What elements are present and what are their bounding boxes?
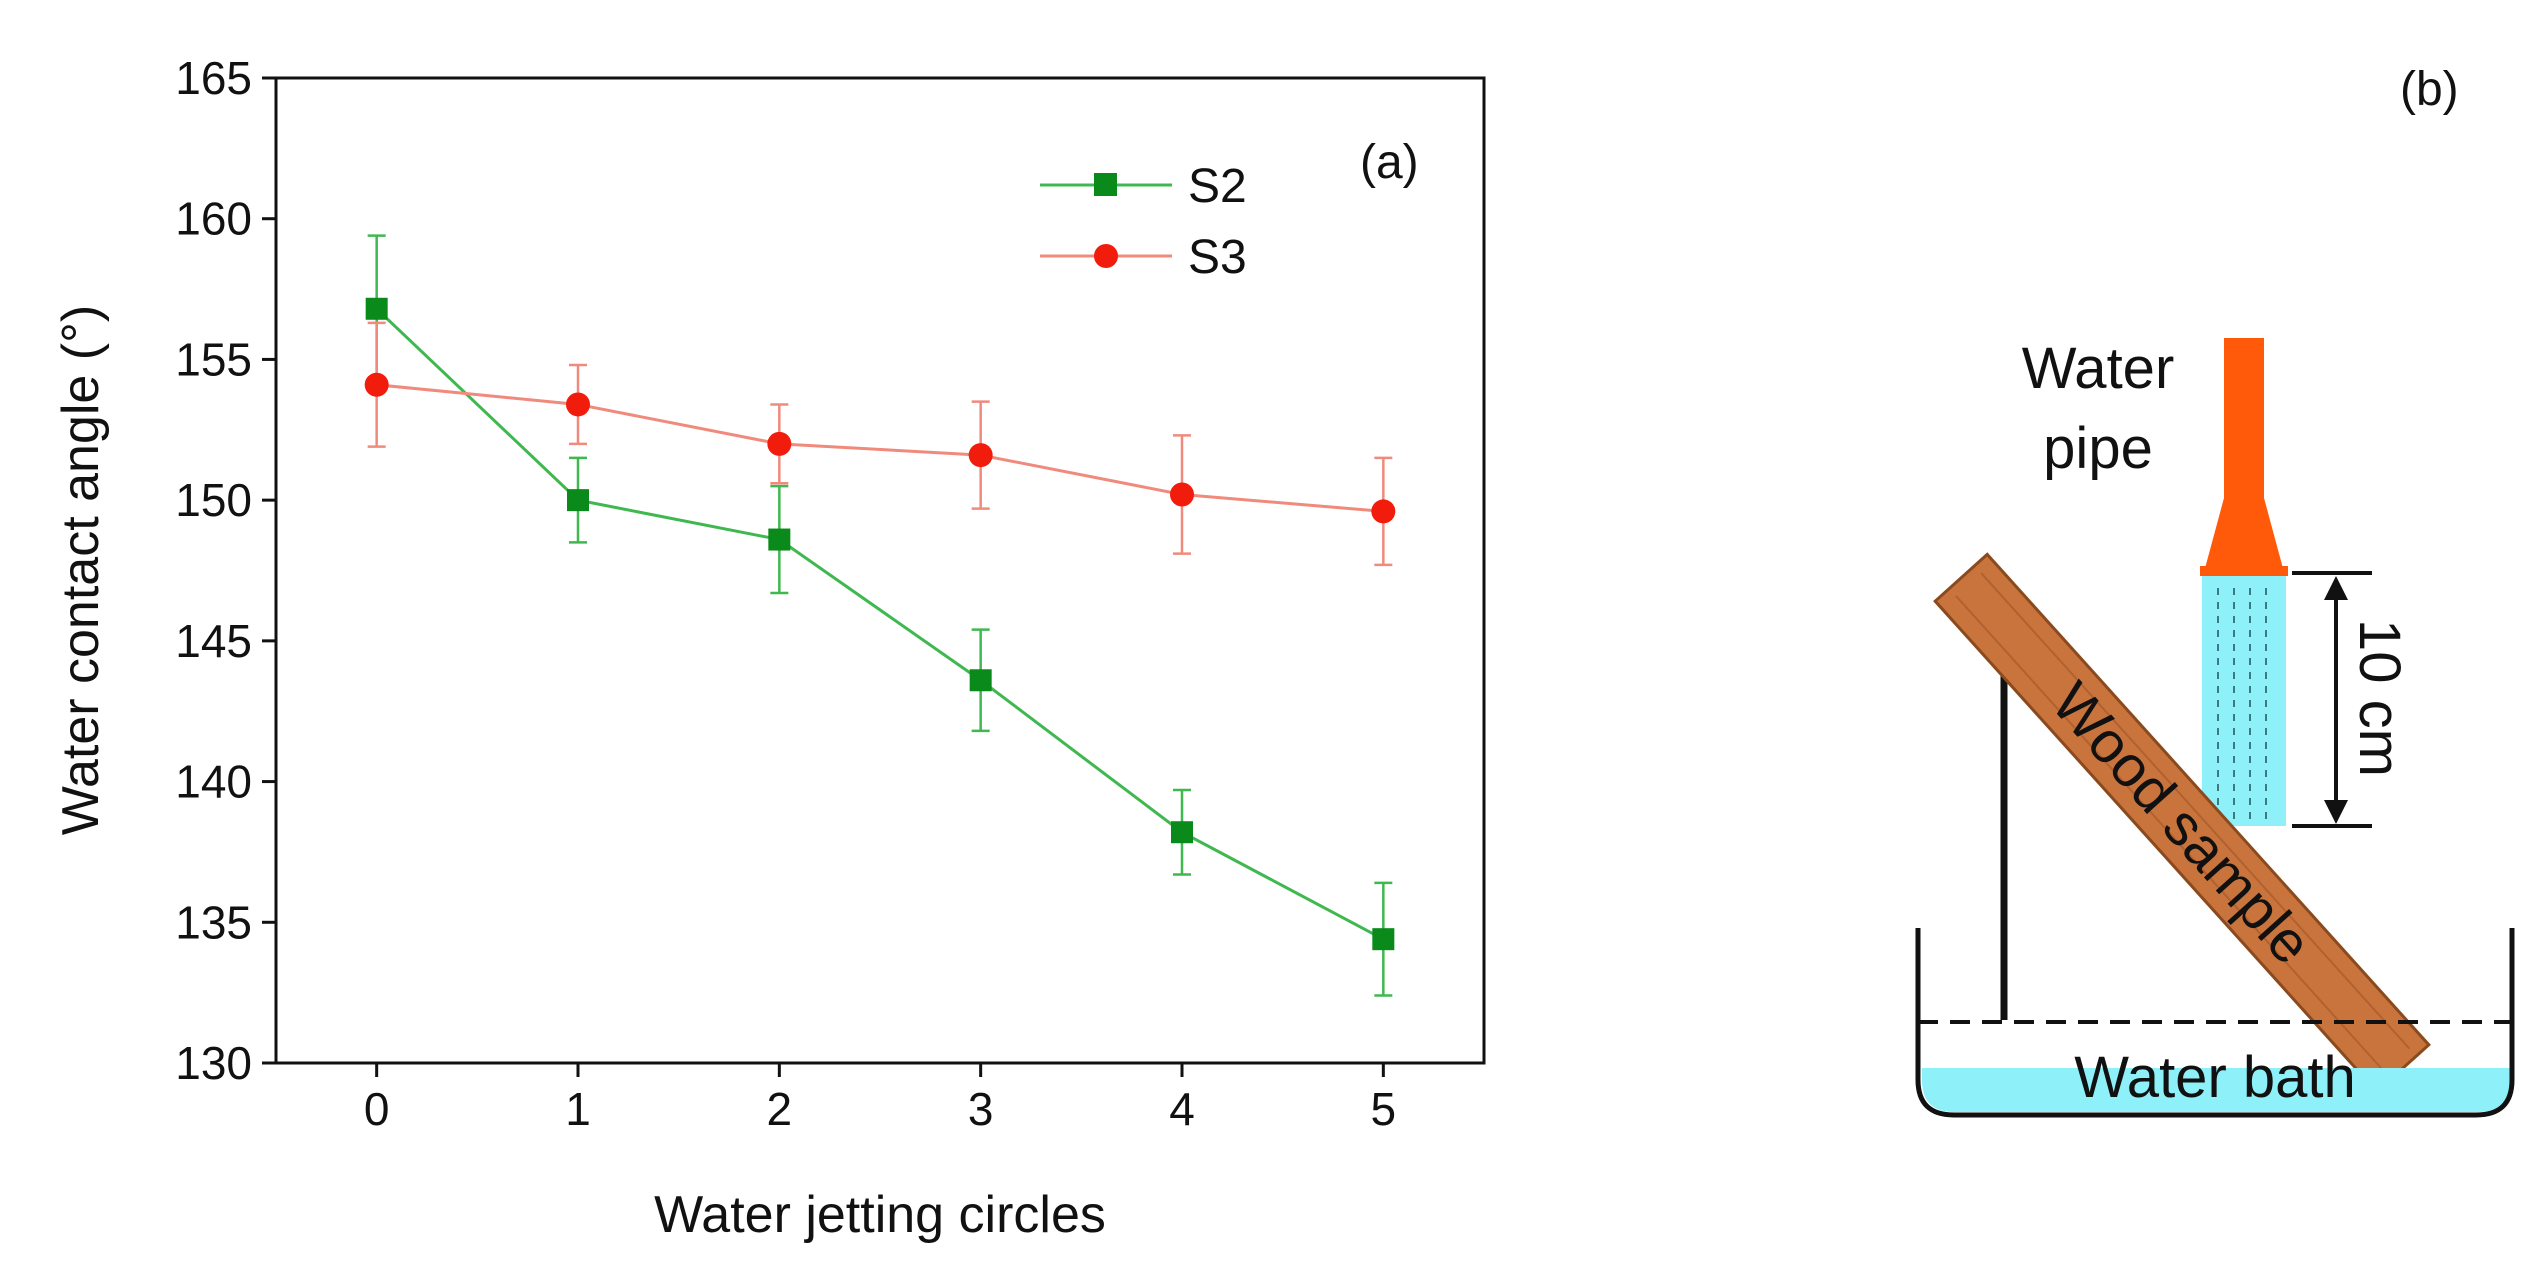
water-jet [2202, 576, 2286, 826]
pipe-nozzle-tip [2200, 566, 2288, 576]
data-point-s2 [1372, 928, 1395, 951]
series-line-s2 [375, 307, 1385, 941]
y-tick-label: 160 [175, 193, 252, 245]
wood-grain [1980, 572, 2411, 1050]
y-tick-label: 135 [175, 896, 252, 948]
panel-a-label: (a) [1360, 136, 1419, 189]
distance-marker: 10 cm [2292, 571, 2412, 828]
legend-label-s2: S2 [1188, 160, 1247, 213]
y-axis-title: Water contact angle (°) [52, 305, 110, 835]
y-tick-labels: 130 135 140 145 150 155 160 165 [175, 52, 252, 1089]
y-tick-label: 165 [175, 52, 252, 104]
x-tick-label: 4 [1169, 1083, 1195, 1135]
data-point-s2 [969, 669, 992, 692]
data-point-s3 [1170, 482, 1194, 507]
data-point-s3 [364, 372, 389, 397]
y-tick-label: 155 [175, 333, 252, 385]
contact-angle-chart: 130 135 140 145 150 155 160 165 0 1 2 3 4 5 Water je… [52, 52, 1486, 1244]
series-s2 [365, 234, 1395, 997]
arrow-head-down-icon [2324, 800, 2348, 824]
data-point-s3 [566, 392, 590, 417]
legend-marker-s2 [1094, 173, 1117, 196]
data-point-s3 [1371, 499, 1396, 524]
pipe-label-water: Water [2022, 336, 2175, 401]
x-tick-label: 0 [364, 1083, 390, 1135]
legend-entry-s3: S3 [1040, 231, 1247, 284]
data-point-s2 [1171, 821, 1193, 844]
wood-grain [1955, 595, 2385, 1073]
data-point-s2 [567, 489, 589, 512]
y-tick-label: 130 [175, 1037, 252, 1089]
legend-label-s3: S3 [1188, 231, 1247, 284]
panel-b-label: (b) [2400, 63, 2459, 116]
legend: S2 S3 [1040, 160, 1247, 284]
axis-ticks [262, 76, 1385, 1077]
data-point-s2 [365, 297, 388, 320]
legend-entry-s2: S2 [1040, 160, 1247, 213]
water-jetting-setup-diagram: (b) Water pipe Wood sample [1915, 63, 2515, 1118]
jet-body [2202, 576, 2286, 826]
bath-container [1915, 928, 2515, 1118]
y-tick-label: 140 [175, 756, 252, 808]
series-s3 [364, 321, 1396, 567]
pipe-body [2224, 338, 2264, 500]
x-axis-title: Water jetting circles [654, 1186, 1106, 1244]
arrow-head-up-icon [2324, 576, 2348, 600]
data-point-s3 [968, 443, 993, 468]
data-point-s2 [768, 528, 791, 551]
pipe-label-pipe: pipe [2043, 416, 2153, 481]
x-tick-label: 2 [767, 1083, 793, 1135]
pipe-nozzle [2204, 498, 2284, 572]
legend-marker-s3 [1094, 244, 1118, 268]
x-tick-label: 5 [1371, 1083, 1397, 1135]
water-fill [1922, 1068, 2510, 1112]
water-pipe [2200, 338, 2288, 576]
x-tick-label: 3 [968, 1083, 994, 1135]
y-tick-label: 145 [175, 615, 252, 667]
data-point-s3 [767, 431, 792, 456]
plot-frame [274, 76, 1486, 1065]
x-tick-labels: 0 1 2 3 4 5 [364, 1083, 1396, 1135]
bath-label: Water bath [2074, 1045, 2356, 1110]
distance-label: 10 cm [2347, 619, 2412, 777]
y-tick-label: 150 [175, 474, 252, 526]
data-series [364, 234, 1396, 997]
water-bath: Water bath [1915, 928, 2515, 1118]
series-line-s3 [376, 383, 1384, 513]
x-tick-label: 1 [565, 1083, 591, 1135]
